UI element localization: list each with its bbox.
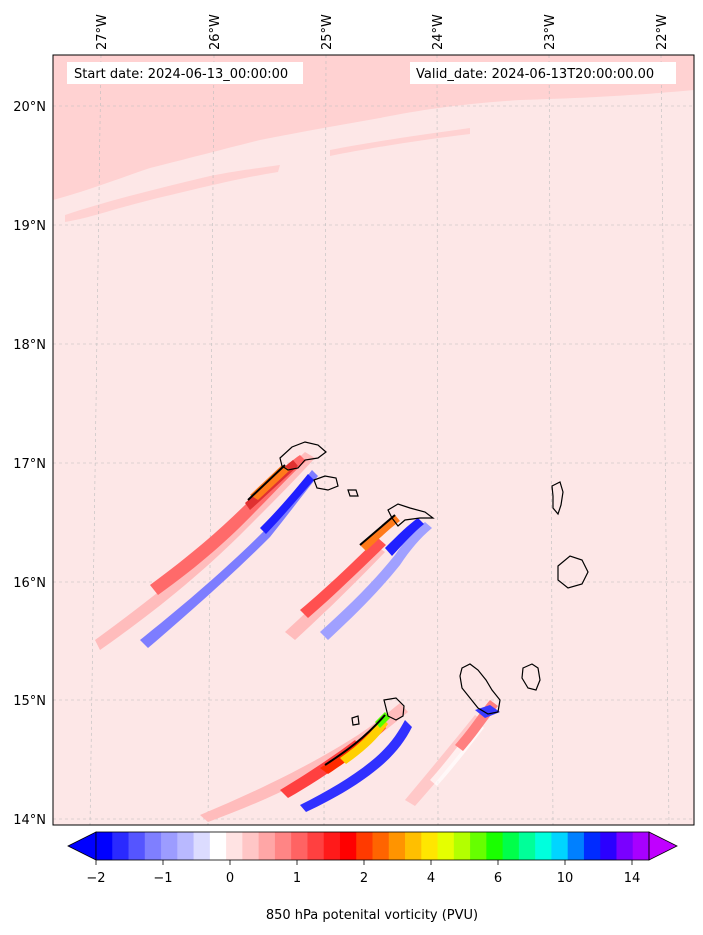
- lat-label: 20°N: [13, 100, 46, 115]
- colorbar-swatch: [437, 832, 455, 860]
- lon-label: 26°W: [208, 14, 223, 50]
- colorbar-swatch: [96, 832, 113, 860]
- wake-sao-nicolau: [285, 515, 432, 640]
- pv-contours: [247, 464, 396, 766]
- lat-label: 19°N: [13, 219, 46, 234]
- map-frame: [52, 54, 695, 826]
- colorbar-swatch: [193, 832, 211, 860]
- colorbar-swatches: [96, 832, 650, 860]
- lat-label: 15°N: [13, 694, 46, 709]
- colorbar-swatch: [405, 832, 422, 860]
- colorbar-swatch: [486, 832, 504, 860]
- colorbar-tick-label: 6: [494, 871, 502, 886]
- colorbar-tick-label: 14: [624, 871, 641, 886]
- island-sal: [551, 481, 564, 516]
- lon-label: 23°W: [543, 14, 558, 50]
- colorbar-tick-label: 4: [427, 871, 435, 886]
- colorbar-swatch: [307, 832, 325, 860]
- colorbar-swatch: [323, 832, 341, 860]
- lon-label: 27°W: [95, 14, 110, 50]
- colorbar-swatch: [632, 832, 650, 860]
- colorbar-tick-label: −2: [86, 871, 105, 886]
- colorbar-extend-low: [67, 831, 97, 861]
- start-date-box: [67, 62, 303, 84]
- colorbar-swatch: [421, 832, 439, 860]
- colorbar-extend-high: [648, 831, 678, 861]
- colorbar-swatch: [583, 832, 601, 860]
- island-santiago: [459, 663, 501, 715]
- colorbar-swatch: [372, 832, 390, 860]
- island-santo-antao: [279, 441, 327, 471]
- wake-south: [200, 700, 500, 822]
- lat-label: 16°N: [13, 576, 46, 591]
- colorbar-swatch: [567, 832, 585, 860]
- colorbar-label: 850 hPa potenital vorticity (PVU): [266, 908, 478, 923]
- colorbar-swatch: [177, 832, 195, 860]
- colorbar-swatch: [291, 832, 308, 860]
- colorbar-swatch: [551, 832, 569, 860]
- colorbar-tick-label: 2: [360, 871, 368, 886]
- island-maio: [521, 663, 541, 691]
- lat-label: 17°N: [13, 457, 46, 472]
- colorbar-swatch: [339, 832, 357, 860]
- island-sao-nicolau: [387, 503, 435, 527]
- north-pv-band: [53, 55, 694, 200]
- colorbar-ticks: −2 −1 0 1 2 4 6 10 14: [86, 860, 640, 886]
- colorbar-tick-label: 1: [293, 871, 301, 886]
- island-fogo: [383, 697, 405, 721]
- lon-label: 25°W: [320, 14, 335, 50]
- colorbar-swatch: [112, 832, 130, 860]
- island-santa-luzia: [347, 489, 359, 497]
- colorbar-swatch: [161, 832, 178, 860]
- colorbar-swatch: [502, 832, 520, 860]
- colorbar-swatch: [128, 832, 146, 860]
- colorbar-swatch: [258, 832, 276, 860]
- valid-date-box: [410, 62, 676, 84]
- colorbar-swatch: [274, 832, 292, 860]
- lat-label: 18°N: [13, 338, 46, 353]
- colorbar-tick-label: 10: [557, 871, 574, 886]
- island-boa-vista: [557, 555, 589, 589]
- island-sao-vicente: [313, 475, 339, 491]
- colorbar-swatch: [616, 832, 634, 860]
- colorbar-swatch: [470, 832, 487, 860]
- colorbar-swatch: [453, 832, 471, 860]
- colorbar-swatch: [242, 832, 260, 860]
- longitude-labels: 27°W 26°W 25°W 24°W 23°W 22°W: [95, 14, 670, 50]
- lon-label: 24°W: [431, 14, 446, 50]
- island-outlines: [279, 441, 589, 726]
- latitude-labels: 20°N 19°N 18°N 17°N 16°N 15°N 14°N: [13, 100, 46, 828]
- map-panel: [53, 55, 694, 825]
- colorbar-swatch: [535, 832, 552, 860]
- wake-santo-antao: [95, 452, 318, 650]
- colorbar-swatch: [144, 832, 162, 860]
- map-background: [53, 55, 694, 825]
- lon-label: 22°W: [655, 14, 670, 50]
- valid-date-label: Valid_date: 2024-06-13T20:00:00.00: [416, 67, 654, 82]
- colorbar: −2 −1 0 1 2 4 6 10 14: [67, 831, 678, 886]
- colorbar-swatch: [226, 832, 243, 860]
- start-date-label: Start date: 2024-06-13_00:00:00: [74, 67, 288, 82]
- colorbar-swatch: [209, 832, 227, 860]
- colorbar-swatch: [518, 832, 536, 860]
- north-pv-streak: [330, 128, 470, 156]
- lat-label: 14°N: [13, 813, 46, 828]
- colorbar-swatch: [356, 832, 373, 860]
- colorbar-tick-label: 0: [226, 871, 234, 886]
- colorbar-tick-label: −1: [153, 871, 172, 886]
- colorbar-swatch: [388, 832, 406, 860]
- island-brava: [351, 715, 360, 726]
- north-pv-streak: [65, 165, 280, 222]
- colorbar-swatch: [600, 832, 617, 860]
- colorbar-frame: [95, 831, 650, 861]
